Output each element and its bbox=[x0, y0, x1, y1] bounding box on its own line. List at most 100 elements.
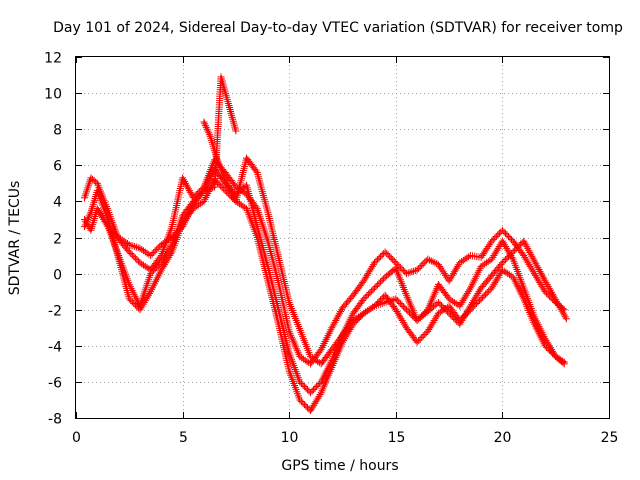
y-tick-label: 6 bbox=[53, 159, 62, 175]
data-point bbox=[352, 317, 360, 325]
data-point bbox=[150, 267, 158, 275]
data-point bbox=[401, 304, 409, 312]
data-point bbox=[447, 296, 455, 304]
data-point bbox=[525, 261, 533, 269]
data-point bbox=[128, 298, 136, 306]
data-point bbox=[381, 248, 389, 256]
data-point bbox=[164, 236, 172, 244]
data-point bbox=[101, 217, 109, 225]
data-point bbox=[436, 262, 444, 270]
data-point bbox=[504, 253, 512, 261]
data-point bbox=[479, 293, 487, 301]
data-point bbox=[410, 313, 418, 321]
data-point bbox=[129, 242, 137, 250]
data-point bbox=[453, 264, 461, 272]
data-point bbox=[374, 256, 382, 264]
data-point bbox=[181, 178, 189, 186]
data-point bbox=[141, 248, 149, 256]
data-point bbox=[158, 264, 166, 272]
data-point bbox=[366, 289, 374, 297]
data-point bbox=[220, 185, 228, 193]
data-point bbox=[139, 300, 147, 308]
data-point bbox=[331, 318, 339, 326]
data-point bbox=[492, 232, 500, 240]
data-point bbox=[473, 291, 481, 299]
data-point bbox=[419, 260, 427, 268]
data-point bbox=[433, 311, 441, 319]
data-point bbox=[364, 270, 372, 278]
data-point bbox=[477, 253, 485, 261]
data-point bbox=[221, 187, 229, 195]
data-point bbox=[333, 315, 341, 323]
data-point bbox=[299, 355, 307, 363]
data-point bbox=[529, 268, 537, 276]
data-point bbox=[413, 266, 421, 274]
data-point bbox=[543, 289, 551, 297]
data-point bbox=[115, 234, 123, 241]
data-point bbox=[408, 268, 416, 276]
data-point bbox=[396, 263, 404, 271]
data-point bbox=[360, 295, 368, 303]
data-point bbox=[502, 243, 510, 251]
data-point bbox=[434, 298, 442, 306]
data-point bbox=[103, 221, 111, 229]
data-point bbox=[232, 127, 240, 135]
data-point bbox=[363, 307, 371, 315]
data-point bbox=[456, 259, 464, 267]
data-point bbox=[314, 394, 322, 402]
data-point bbox=[531, 271, 539, 279]
data-point bbox=[495, 229, 503, 237]
data-point bbox=[138, 260, 146, 268]
data-point bbox=[539, 284, 547, 292]
data-point bbox=[143, 249, 151, 257]
data-point bbox=[168, 234, 176, 241]
data-point bbox=[508, 249, 516, 257]
data-point bbox=[462, 291, 470, 299]
x-tick-label: 15 bbox=[388, 430, 406, 446]
data-point bbox=[315, 392, 323, 400]
data-point bbox=[454, 262, 462, 270]
data-point bbox=[445, 295, 453, 303]
data-point bbox=[399, 267, 407, 275]
data-point bbox=[479, 261, 487, 269]
data-point bbox=[530, 270, 538, 278]
chart-title: Day 101 of 2024, Sidereal Day-to-day VTE… bbox=[53, 20, 623, 36]
data-point bbox=[559, 357, 567, 365]
data-point bbox=[202, 186, 210, 194]
data-point bbox=[186, 188, 194, 196]
y-tick-label: 8 bbox=[53, 123, 62, 139]
data-point bbox=[476, 296, 484, 304]
data-point bbox=[432, 313, 440, 321]
data-point bbox=[538, 282, 546, 290]
data-point bbox=[562, 315, 570, 323]
data-point bbox=[448, 312, 456, 320]
data-point bbox=[489, 282, 497, 290]
data-point bbox=[94, 206, 102, 214]
data-point bbox=[201, 120, 209, 128]
data-point bbox=[400, 320, 408, 328]
data-point bbox=[407, 310, 415, 318]
data-point bbox=[493, 275, 501, 283]
data-point bbox=[503, 231, 511, 239]
data-point bbox=[498, 259, 506, 267]
data-point bbox=[464, 306, 472, 314]
data-point bbox=[336, 309, 344, 317]
data-point bbox=[498, 266, 506, 274]
data-point bbox=[485, 241, 493, 249]
data-point bbox=[378, 251, 386, 259]
data-point bbox=[431, 315, 439, 323]
y-tick-label: -4 bbox=[48, 340, 62, 356]
data-point bbox=[162, 259, 170, 267]
data-point bbox=[159, 240, 167, 248]
data-point bbox=[398, 301, 406, 309]
data-point bbox=[491, 279, 499, 287]
data-point bbox=[489, 253, 497, 261]
data-point bbox=[314, 381, 322, 389]
data-point bbox=[387, 254, 395, 262]
data-point bbox=[498, 226, 506, 234]
data-point bbox=[375, 254, 383, 262]
data-point bbox=[367, 287, 375, 295]
data-point bbox=[547, 348, 555, 356]
data-point bbox=[204, 127, 212, 135]
